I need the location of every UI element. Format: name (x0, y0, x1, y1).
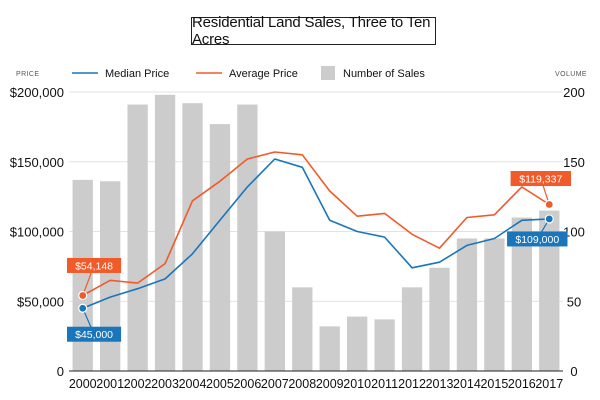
right-tick-label: 100 (563, 225, 585, 240)
series-line-median-price (82, 158, 550, 309)
bar-sales-2016 (511, 217, 532, 371)
chart-title: Residential Land Sales, Three to Ten Acr… (192, 14, 431, 48)
callout-label: $119,337 (519, 174, 562, 186)
left-tick-label: $200,000 (10, 85, 64, 100)
bar-sales-2013 (429, 267, 450, 371)
bar-sales-2012 (401, 287, 423, 371)
legend-sales-label: Number of Sales (343, 68, 425, 80)
x-tick-label: 2008 (288, 377, 316, 391)
left-tick-label: $50,000 (17, 294, 64, 309)
x-tick-label: 2017 (535, 377, 563, 391)
x-tick-label: 2015 (480, 377, 508, 391)
bar-sales-2011 (374, 319, 395, 371)
left-axis-label: PRICE (16, 71, 39, 78)
left-tick-label: $100,000 (10, 225, 64, 240)
grid (69, 91, 563, 302)
callout-marker (78, 290, 88, 301)
callout-box (67, 257, 122, 273)
x-tick-label: 2005 (206, 377, 234, 391)
callout-marker (544, 214, 554, 224)
x-tick-label: 2007 (261, 377, 289, 391)
x-tick-label: 2006 (233, 377, 261, 391)
bar-sales-2010 (347, 316, 368, 371)
x-tick-label: 2016 (508, 377, 536, 391)
axes: 0 $50,000 $100,000 $150,000 $200,000 0 50 100 15… (10, 85, 585, 391)
callout-box (507, 231, 568, 247)
x-tick-label: 2004 (179, 377, 207, 391)
bar-sales-2007 (264, 231, 285, 371)
bar-sales-2008 (292, 287, 313, 371)
bar-sales-2006 (237, 104, 258, 372)
callout-box (510, 171, 571, 187)
x-tick-label: 2011 (371, 377, 398, 391)
bar-sales-2014 (456, 238, 478, 371)
bar-sales-2002 (127, 104, 148, 372)
x-tick-label: 2003 (151, 377, 179, 391)
bar-sales-2009 (319, 326, 340, 371)
bar-sales-2003 (154, 94, 176, 371)
left-tick-label: $150,000 (10, 155, 64, 170)
legend: Median Price Average Price Number of Sal… (72, 66, 425, 80)
callouts: $54,148 $45,000 $119,337 $109,000 (67, 171, 571, 342)
callout-label: $109,000 (515, 234, 559, 246)
x-tick-label: 2000 (69, 377, 97, 391)
callout-label: $45,000 (75, 329, 113, 341)
right-axis-label: VOLUME (555, 71, 587, 78)
x-tick-label: 2002 (124, 377, 152, 391)
left-tick-label: 0 (57, 364, 64, 379)
bar-sales-2000 (72, 179, 93, 371)
chart-title-box: Residential Land Sales, Three to Ten Acr… (191, 14, 436, 48)
bar-sales-2015 (484, 238, 505, 371)
legend-median-label: Median Price (105, 68, 169, 80)
bar-sales-2005 (209, 124, 231, 372)
bars (72, 94, 560, 372)
bar-sales-2017 (539, 210, 560, 371)
right-tick-label: 50 (567, 294, 581, 309)
lines (82, 151, 550, 309)
bar-sales-2004 (182, 103, 203, 371)
bar-sales-2001 (100, 181, 121, 371)
x-tick-label: 2010 (343, 377, 371, 391)
callout-label: $54,148 (75, 260, 113, 272)
right-tick-label: 0 (570, 364, 577, 379)
series-line-average-price (82, 151, 550, 297)
legend-sales-swatch (321, 66, 335, 80)
legend-average-label: Average Price (229, 68, 298, 80)
x-tick-label: 2009 (316, 377, 344, 391)
right-tick-label: 150 (563, 155, 585, 170)
x-tick-label: 2014 (453, 377, 481, 391)
callout-marker (78, 303, 88, 313)
right-tick-label: 200 (563, 85, 585, 100)
callout-box (67, 326, 122, 342)
x-tick-label: 2012 (398, 377, 426, 391)
x-tick-label: 2013 (426, 377, 454, 391)
callout-marker (544, 199, 554, 210)
x-tick-label: 2001 (96, 377, 124, 391)
